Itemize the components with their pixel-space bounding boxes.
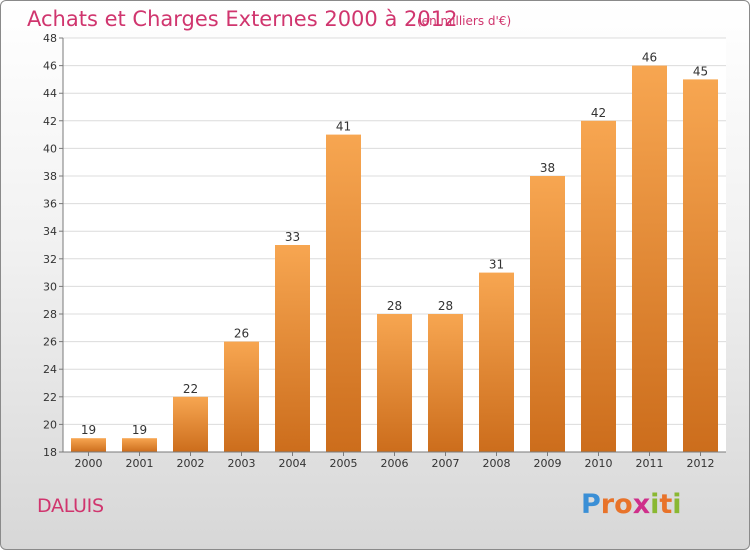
proxiti-logo: Proxiti <box>581 489 682 520</box>
logo-letter: t <box>659 489 673 520</box>
chart-subtitle: (en milliers d'€) <box>417 14 512 28</box>
bar-2000 <box>71 438 106 452</box>
y-tick-label: 32 <box>43 253 57 266</box>
data-label: 28 <box>438 299 453 313</box>
x-tick-label: 2012 <box>687 457 715 470</box>
data-label: 31 <box>489 258 504 272</box>
bar-2002 <box>173 396 208 452</box>
x-tick-label: 2007 <box>432 457 460 470</box>
logo-letter: x <box>632 489 651 520</box>
x-tick-label: 2008 <box>483 457 511 470</box>
y-tick-label: 28 <box>43 308 57 321</box>
x-tick-label: 2001 <box>126 457 154 470</box>
data-label: 45 <box>693 64 708 78</box>
bar-2005 <box>326 134 361 452</box>
y-tick-label: 30 <box>43 280 57 293</box>
data-label: 28 <box>387 299 402 313</box>
x-tick-label: 2006 <box>381 457 409 470</box>
x-tick-label: 2005 <box>330 457 358 470</box>
y-tick-label: 44 <box>43 87 57 100</box>
y-tick-label: 34 <box>43 225 57 238</box>
x-tick-label: 2004 <box>279 457 307 470</box>
y-tick-label: 24 <box>43 363 57 376</box>
logo-letter: P <box>581 489 601 520</box>
logo-letter: r <box>600 489 615 520</box>
logo-letter: i <box>672 489 682 520</box>
data-label: 22 <box>183 382 198 396</box>
bar-2009 <box>530 176 565 452</box>
y-tick-label: 18 <box>43 446 57 459</box>
y-tick-label: 40 <box>43 142 57 155</box>
y-tick-label: 48 <box>43 32 57 45</box>
bar-2001 <box>122 438 157 452</box>
y-tick-label: 26 <box>43 336 57 349</box>
bar-2003 <box>224 341 259 452</box>
y-tick-label: 20 <box>43 418 57 431</box>
x-tick-label: 2009 <box>534 457 562 470</box>
y-tick-label: 42 <box>43 115 57 128</box>
chart-title: Achats et Charges Externes 2000 à 2012 <box>27 7 458 31</box>
logo-letter: i <box>650 489 660 520</box>
logo-letter: o <box>614 489 633 520</box>
data-label: 19 <box>81 423 96 437</box>
commune-name: DALUIS <box>37 495 104 517</box>
bar-2004 <box>275 245 310 452</box>
bar-2012 <box>683 79 718 453</box>
data-label: 33 <box>285 230 300 244</box>
y-tick-label: 36 <box>43 198 57 211</box>
data-label: 26 <box>234 327 249 341</box>
bar-2011 <box>632 65 667 452</box>
data-label: 41 <box>336 120 351 134</box>
bar-2007 <box>428 314 463 452</box>
y-tick-label: 22 <box>43 391 57 404</box>
y-tick-label: 38 <box>43 170 57 183</box>
x-tick-label: 2003 <box>228 457 256 470</box>
bar-2008 <box>479 272 514 452</box>
bar-2010 <box>581 120 616 453</box>
y-tick-label: 46 <box>43 60 57 73</box>
x-tick-label: 2011 <box>636 457 664 470</box>
data-label: 38 <box>540 161 555 175</box>
data-label: 42 <box>591 106 606 120</box>
x-tick-label: 2000 <box>75 457 103 470</box>
data-label: 19 <box>132 423 147 437</box>
x-tick-label: 2010 <box>585 457 613 470</box>
bar-2006 <box>377 314 412 452</box>
x-tick-label: 2002 <box>177 457 205 470</box>
data-label: 46 <box>642 51 657 65</box>
